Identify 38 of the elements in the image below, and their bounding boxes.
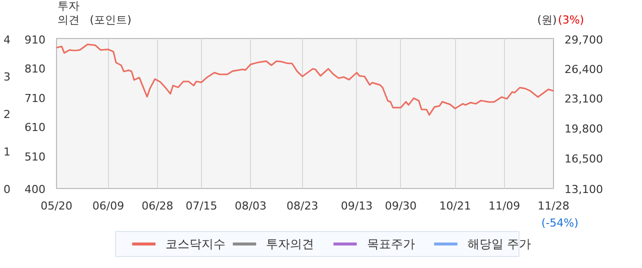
y-tick-label: 510 [24, 150, 46, 164]
y2-tick-label: 26,400 [564, 62, 603, 76]
line-series [56, 44, 554, 116]
y3-tick-label: 2 [4, 108, 10, 121]
x-tick-label: 05/20 [40, 200, 72, 212]
y2-tick-label: 16,500 [564, 152, 603, 166]
text: (3%) [558, 14, 584, 26]
y3-tick-label: 4 [4, 34, 10, 46]
y2-tick-label: 13,100 [564, 183, 603, 196]
text: (-54%) [541, 216, 578, 230]
x-tick-label: 09/13 [340, 200, 373, 212]
y2-tick-label: 23,100 [564, 92, 603, 106]
x-tick-label: 11/28 [538, 200, 570, 212]
y2-tick-label: 29,700 [564, 34, 603, 46]
x-tick-label: 08/23 [286, 200, 318, 212]
y-tick-label: 910 [24, 34, 46, 46]
x-tick-label: 09/30 [384, 200, 417, 212]
x-tick-label: 10/21 [439, 200, 471, 212]
x-tick-label: 06/28 [142, 200, 174, 212]
y2-tick-label: 19,800 [564, 122, 603, 136]
y-axis-title: (포인트) [90, 14, 132, 26]
legend-label: 코스닥지수 [165, 237, 226, 251]
y-tick-label: 610 [24, 121, 46, 134]
legend-label: 해당일 주가 [467, 237, 532, 251]
x-tick-label: 08/03 [234, 200, 266, 212]
y3-tick-label: 0 [4, 183, 10, 196]
legend-label: 목표주가 [366, 237, 415, 251]
x-tick-label: 07/15 [186, 200, 218, 212]
y-tick-label: 810 [24, 62, 46, 76]
y-tick-label: 710 [24, 92, 46, 105]
y3-axis-title: 투자의견 [57, 0, 80, 26]
y3-tick-label: 3 [4, 70, 10, 84]
y-tick-label: 400 [24, 183, 46, 196]
legend-label: 투자의견 [266, 237, 314, 251]
y2-axis-title: (원) [537, 14, 557, 26]
x-tick-label: 06/09 [92, 200, 124, 212]
y3-tick-label: 1 [4, 146, 10, 158]
x-tick-label: 11/09 [488, 200, 520, 212]
